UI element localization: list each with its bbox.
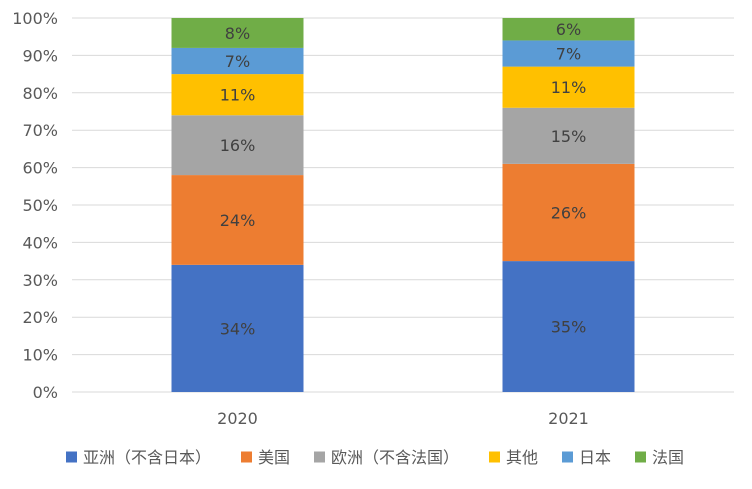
data-label: 11% <box>220 86 256 105</box>
bar-segment <box>171 47 304 75</box>
bar-segment <box>502 261 635 392</box>
y-axis-tick-labels: 0% 10% 20% 30% 40% 50% 60% 70% 80% 90% 100% <box>12 9 58 402</box>
data-label: 15% <box>551 127 587 146</box>
bar-segment <box>171 264 304 392</box>
data-label: 11% <box>551 78 587 97</box>
gridlines <box>72 17 734 393</box>
y-tick-label: 50% <box>22 196 58 215</box>
y-tick-label: 40% <box>22 233 58 252</box>
legend-label: 欧洲（不含法国） <box>331 448 459 467</box>
legend-item: 法国 <box>635 448 684 467</box>
y-tick-label: 60% <box>22 159 58 178</box>
y-tick-label: 0% <box>33 383 58 402</box>
bar-segment <box>502 107 635 164</box>
data-label: 7% <box>556 45 581 64</box>
y-tick-label: 90% <box>22 46 58 65</box>
data-label: 7% <box>225 52 250 71</box>
legend-item: 美国 <box>241 448 290 467</box>
x-tick-label: 2020 <box>217 409 258 428</box>
legend-swatch <box>241 451 252 463</box>
bar-segment <box>171 115 304 176</box>
y-tick-label: 20% <box>22 308 58 327</box>
legend-label: 美国 <box>258 448 290 467</box>
bar-segment <box>502 66 635 108</box>
bar-segment <box>502 18 635 41</box>
data-label: 24% <box>220 211 256 230</box>
legend-swatch <box>635 451 646 463</box>
data-labels: 34% 24% 16% 11% 7% 8% 35% 26% 15% 11% 7% 6% <box>220 20 587 338</box>
data-label: 35% <box>551 318 587 337</box>
legend-swatch <box>66 451 77 463</box>
data-label: 6% <box>556 20 581 39</box>
legend-label: 日本 <box>579 448 611 467</box>
legend-label: 法国 <box>652 448 684 467</box>
legend-item: 日本 <box>562 448 611 467</box>
y-tick-label: 80% <box>22 84 58 103</box>
data-label: 26% <box>551 203 587 222</box>
y-tick-label: 70% <box>22 121 58 140</box>
legend-label: 亚洲（不含日本） <box>83 448 211 467</box>
bar-segment <box>171 74 304 116</box>
bar-segment <box>502 163 635 262</box>
bar-segment <box>171 18 304 48</box>
data-label: 34% <box>220 319 256 338</box>
legend-item: 其他 <box>489 448 538 467</box>
legend-item: 亚洲（不含日本） <box>66 448 211 467</box>
legend-swatch <box>489 451 500 463</box>
x-axis-tick-labels: 2020 2021 <box>217 409 589 428</box>
y-tick-label: 30% <box>22 271 58 290</box>
legend: 亚洲（不含日本） 美国 欧洲（不含法国） 其他 日本 法国 <box>66 448 684 467</box>
data-label: 16% <box>220 136 256 155</box>
bar-segment <box>502 40 635 67</box>
legend-label: 其他 <box>506 448 538 467</box>
legend-swatch <box>314 451 325 463</box>
x-tick-label: 2021 <box>548 409 589 428</box>
bar-segment <box>171 175 304 265</box>
bars <box>171 18 635 392</box>
legend-swatch <box>562 451 573 463</box>
data-label: 8% <box>225 24 250 43</box>
y-tick-label: 10% <box>22 346 58 365</box>
legend-item: 欧洲（不含法国） <box>314 448 459 467</box>
y-tick-label: 100% <box>12 9 58 28</box>
